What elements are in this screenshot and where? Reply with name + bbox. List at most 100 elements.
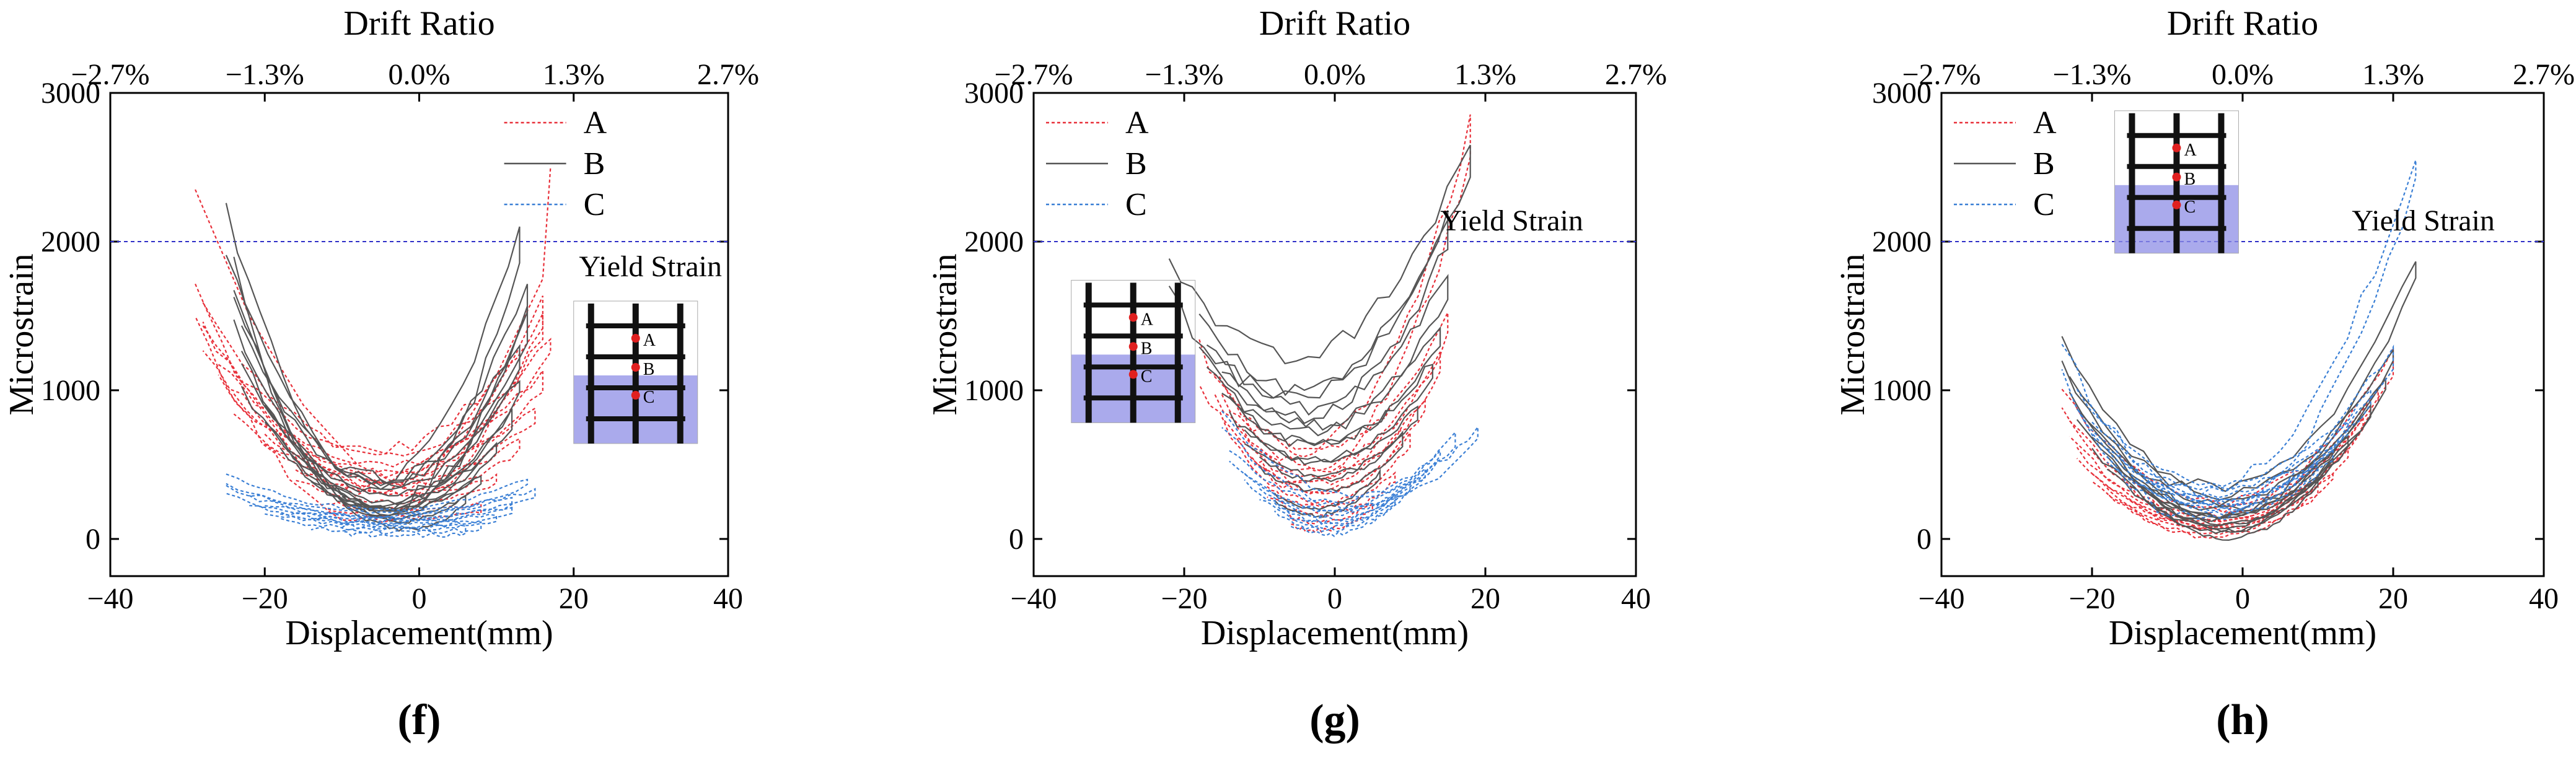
x-tick-label: 40 (1621, 582, 1651, 615)
legend-label-B: B (2033, 146, 2055, 182)
inset-label-A: A (2184, 141, 2197, 160)
top-axis-title: Drift Ratio (2167, 4, 2318, 43)
x-tick-label: −40 (87, 582, 133, 615)
series-A-cycle-0 (2061, 348, 2394, 522)
series-C-cycle-0 (2061, 160, 2417, 521)
series-B-cycle-0 (225, 203, 521, 520)
y-tick-label: 0 (1009, 523, 1024, 556)
series-B-cycle-7 (1273, 468, 1381, 519)
series-C-cycle-5 (2152, 465, 2319, 516)
x-axis-title: Displacement(mm) (285, 614, 553, 652)
series-A-cycle-2 (202, 325, 552, 484)
series-A-cycle-0 (195, 283, 543, 523)
series-B-cycle-4 (240, 363, 521, 512)
x-tick-label: −40 (1010, 582, 1057, 615)
top-tick-label: 1.3% (543, 58, 605, 91)
inset-label-C: C (2184, 198, 2196, 217)
x-tick-label: −40 (1918, 582, 1964, 615)
top-tick-label: 2.7% (2513, 58, 2575, 91)
legend-label-A: A (584, 105, 607, 141)
series-B-cycle-1 (2068, 348, 2394, 520)
strain-gauge-B (2172, 172, 2181, 182)
top-tick-label: −1.3% (1145, 58, 1223, 91)
yield-strain-label: Yield Strain (1440, 204, 1583, 237)
series-C-cycle-1 (2076, 344, 2394, 501)
series-A-cycle-4 (1251, 430, 1411, 505)
series-C-cycle-3 (265, 503, 513, 528)
x-tick-label: 40 (2529, 582, 2559, 615)
x-axis-title: Displacement(mm) (1201, 614, 1469, 652)
frame-inset-diagram: ABC (2114, 110, 2239, 254)
top-tick-label: 0.0% (389, 58, 451, 91)
top-tick-label: −2.7% (71, 58, 149, 91)
top-tick-label: 1.3% (2362, 58, 2424, 91)
panel-label: (h) (2216, 696, 2269, 744)
strain-gauge-C (1128, 370, 1138, 379)
series-C-cycle-3 (1259, 467, 1426, 525)
top-tick-label: 2.7% (1605, 58, 1667, 91)
legend-label-C: C (584, 187, 605, 222)
x-tick-label: 20 (559, 582, 589, 615)
top-tick-label: 1.3% (1454, 58, 1516, 91)
series-C-cycle-2 (248, 494, 513, 526)
top-tick-label: 0.0% (1304, 58, 1366, 91)
legend-label-C: C (1125, 187, 1147, 222)
x-tick-label: −20 (2068, 582, 2115, 615)
y-tick-label: 1000 (1872, 374, 1932, 407)
inset-label-B: B (643, 360, 655, 379)
series-C-cycle-2 (2091, 388, 2372, 507)
y-tick-label: 0 (1917, 523, 1932, 556)
strain-gauge-A (1128, 313, 1138, 322)
series-A-cycle-1 (1213, 312, 1449, 473)
top-axis-title: Drift Ratio (1259, 4, 1410, 43)
strain-gauge-C (631, 391, 640, 400)
series-B-cycle-1 (1198, 210, 1449, 424)
series-C-cycle-3 (2106, 420, 2349, 509)
y-tick-label: 2000 (1872, 225, 1932, 258)
series-C-cycle-4 (279, 512, 498, 532)
legend-label-B: B (584, 146, 605, 182)
series-B-cycle-3 (240, 325, 521, 512)
inset-label-C: C (1141, 367, 1153, 386)
strain-gauge-A (631, 334, 640, 343)
y-axis-title: Microstrain (2, 253, 41, 415)
x-axis-title: Displacement(mm) (2109, 614, 2376, 652)
series-B-cycle-6 (279, 437, 498, 517)
series-B-cycle-6 (2152, 476, 2319, 541)
series-B-cycle-2 (1206, 274, 1449, 437)
strain-gauge-B (631, 363, 640, 372)
series-C-cycle-2 (1244, 449, 1441, 521)
top-tick-label: 2.7% (697, 58, 759, 91)
series-A-cycle-5 (264, 434, 521, 496)
series-A-cycle-2 (2076, 414, 2364, 530)
series-A-envelope (195, 167, 552, 496)
y-axis-title: Microstrain (1834, 253, 1872, 415)
chart-panel-h: −40 −20 0 20 40 −2.7% −1.3% 0.0% 1.3% 2.7% 0 1000 20… (1834, 4, 2575, 744)
x-tick-label: 40 (713, 582, 743, 615)
series-C-cycle-4 (1273, 481, 1411, 533)
x-tick-label: 20 (2378, 582, 2408, 615)
series-B-cycle-0 (1168, 144, 1471, 399)
x-tick-label: 0 (412, 582, 427, 615)
strain-gauge-C (2172, 200, 2181, 209)
series-A-cycle-2 (1221, 351, 1441, 486)
top-tick-label: −1.3% (226, 58, 304, 91)
series-C-cycle-1 (1229, 430, 1456, 513)
series-C-cycle-6 (341, 523, 467, 538)
y-tick-label: 3000 (1872, 77, 1932, 110)
series-B-cycle-2 (233, 297, 529, 512)
x-tick-label: −20 (1161, 582, 1207, 615)
chart-panel-g: −40 −20 0 20 40 −2.7% −1.3% 0.0% 1.3% 2.7% 0 1000 20… (926, 4, 1667, 744)
series-C-cycle-0 (226, 473, 529, 520)
top-tick-label: −2.7% (1902, 58, 1980, 91)
yield-strain-label: Yield Strain (579, 250, 722, 283)
yield-strain-label: Yield Strain (2352, 204, 2495, 237)
y-tick-label: 1000 (964, 374, 1024, 407)
x-tick-label: −20 (242, 582, 288, 615)
legend-label-A: A (1125, 105, 1149, 141)
y-axis-title: Microstrain (926, 253, 964, 415)
inset-label-B: B (1141, 339, 1153, 358)
top-tick-label: −1.3% (2052, 58, 2131, 91)
y-tick-label: 2000 (964, 225, 1024, 258)
